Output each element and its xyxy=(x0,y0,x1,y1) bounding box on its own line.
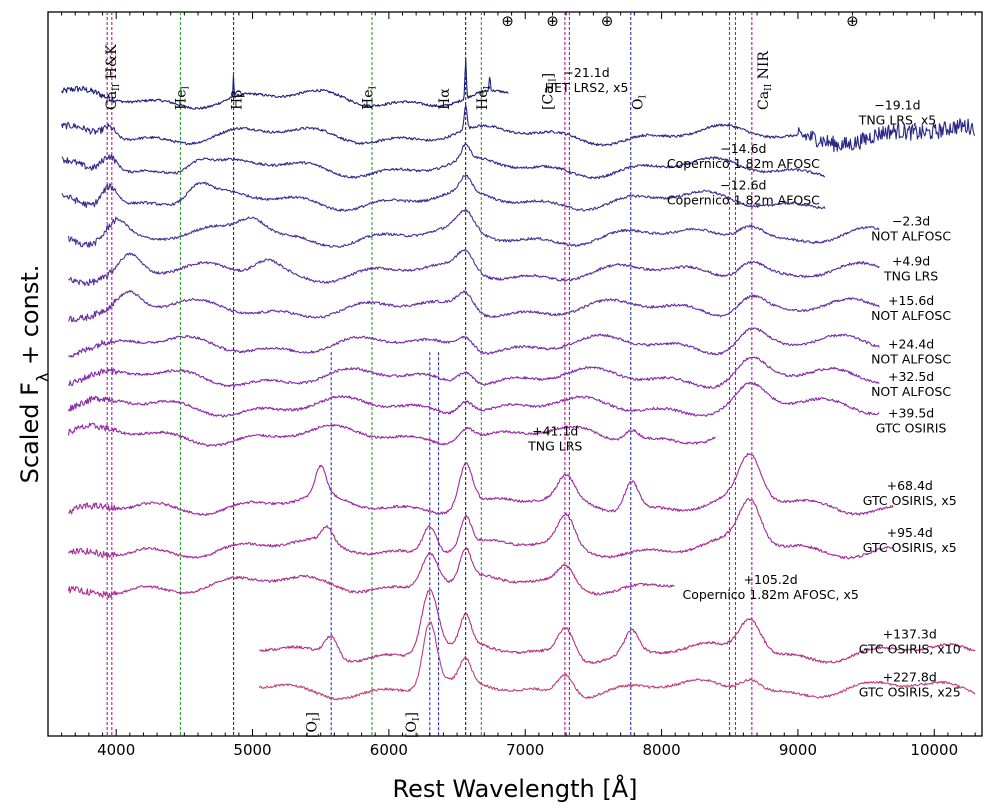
line-label: [CaII] xyxy=(540,73,558,110)
spectrum-instrument-label: GTC OSIRIS xyxy=(876,420,947,435)
x-tick-label: 9000 xyxy=(779,741,817,759)
x-tick-label: 6000 xyxy=(370,741,408,759)
spectrum-epoch-label: −2.3d xyxy=(892,214,930,229)
telluric-icon: ⊕ xyxy=(601,12,614,30)
telluric-icon: ⊕ xyxy=(501,12,514,30)
spectrum-epoch-label: +39.5d xyxy=(888,405,934,420)
x-tick-label: 5000 xyxy=(233,741,271,759)
line-label: HeI xyxy=(475,86,493,111)
spectrum-instrument-label: NOT ALFOSC xyxy=(871,308,951,323)
line-label: CaII H&K xyxy=(104,44,122,110)
spectrum-instrument-label: TNG LRS xyxy=(883,268,938,283)
spectrum-epoch-label: +15.6d xyxy=(888,293,934,308)
spectrum-epoch-label: +32.5d xyxy=(888,369,934,384)
line-label: OI xyxy=(630,95,648,110)
spectrum-instrument-label: TNG LRS, x5 xyxy=(858,113,937,128)
x-axis: 4000 5000 6000 7000 8000 9000 10000 xyxy=(61,12,976,759)
spectrum-epoch-label: +24.4d xyxy=(888,337,934,352)
x-axis-label: Rest Wavelength [Å] xyxy=(392,774,637,803)
spectrum-instrument-label: Copernico 1.82m AFOSC xyxy=(667,192,820,207)
line-label: [OI] xyxy=(305,712,323,738)
spectrum-line xyxy=(61,58,509,110)
spectrum-line xyxy=(258,589,976,665)
spectrum-line xyxy=(67,546,676,599)
spectrum-line xyxy=(68,497,894,560)
x-tick-label: 7000 xyxy=(506,741,544,759)
spectrum-line xyxy=(61,143,825,180)
spectrum-line xyxy=(68,290,880,323)
line-label: Hβ xyxy=(230,90,246,110)
spectrum-epoch-label: +95.4d xyxy=(887,525,933,540)
spectrum-line xyxy=(61,104,976,153)
spectrum-line xyxy=(67,422,716,447)
line-label: HeI xyxy=(361,86,379,111)
spectrum-line xyxy=(258,621,976,701)
spectrum-instrument-label: GTC OSIRIS, x10 xyxy=(859,641,961,656)
y-axis-label: Scaled Fλ + const. xyxy=(16,265,52,484)
spectrum-line xyxy=(68,356,880,390)
spectrum-instrument-label: NOT ALFOSC xyxy=(871,352,951,367)
line-label: Hα xyxy=(437,88,453,110)
spectrum-instrument-label: Copernico 1.82m AFOSC, x5 xyxy=(682,587,858,602)
spectrum-instrument-label: NOT ALFOSC xyxy=(871,384,951,399)
spectrum-epoch-label: −21.1d xyxy=(563,65,609,80)
spectrum-line xyxy=(68,249,880,286)
spectrum-instrument-label: HET LRS2, x5 xyxy=(545,80,629,95)
x-tick-label: 4000 xyxy=(97,741,135,759)
spectrum-line xyxy=(67,209,880,248)
spectrum-line xyxy=(67,381,880,418)
x-tick-label: 10000 xyxy=(910,741,958,759)
plot-frame xyxy=(47,11,983,737)
annotations: CaII H&K HeI Hβ HeI Hα HeI [CaII] OI CaII NIR [OI… xyxy=(104,12,961,738)
x-tick-label: 8000 xyxy=(642,741,680,759)
spectrum-epoch-label: +68.4d xyxy=(887,478,933,493)
spectrum-epoch-label: +137.3d xyxy=(883,626,937,641)
telluric-icon: ⊕ xyxy=(546,12,559,30)
spectra-series xyxy=(61,58,976,701)
spectrum-instrument-label: GTC OSIRIS, x5 xyxy=(863,493,957,508)
line-label: CaII NIR xyxy=(756,51,774,110)
spectrum-line xyxy=(68,327,880,358)
spectrum-instrument-label: Copernico 1.82m AFOSC xyxy=(667,156,820,171)
spectrum-epoch-label: −19.1d xyxy=(874,98,920,113)
spectrum-epoch-label: +41.1d xyxy=(532,424,578,439)
spectrum-epoch-label: −12.6d xyxy=(720,177,766,192)
spectrum-instrument-label: TNG LRS xyxy=(527,439,582,454)
spectrum-epoch-label: +4.9d xyxy=(892,253,930,268)
spectrum-line xyxy=(61,174,826,212)
line-label: HeI xyxy=(174,86,192,111)
spectrum-line xyxy=(68,452,894,517)
telluric-icon: ⊕ xyxy=(846,12,859,30)
spectrum-epoch-label: −14.6d xyxy=(720,141,766,156)
spectrum-instrument-label: GTC OSIRIS, x5 xyxy=(863,540,957,555)
spectrum-epoch-label: +227.8d xyxy=(883,670,937,685)
spectrum-instrument-label: NOT ALFOSC xyxy=(871,229,951,244)
spectrum-instrument-label: GTC OSIRIS, x25 xyxy=(859,685,961,700)
spectrum-epoch-label: +105.2d xyxy=(744,572,798,587)
line-label: [OI] xyxy=(404,712,422,738)
